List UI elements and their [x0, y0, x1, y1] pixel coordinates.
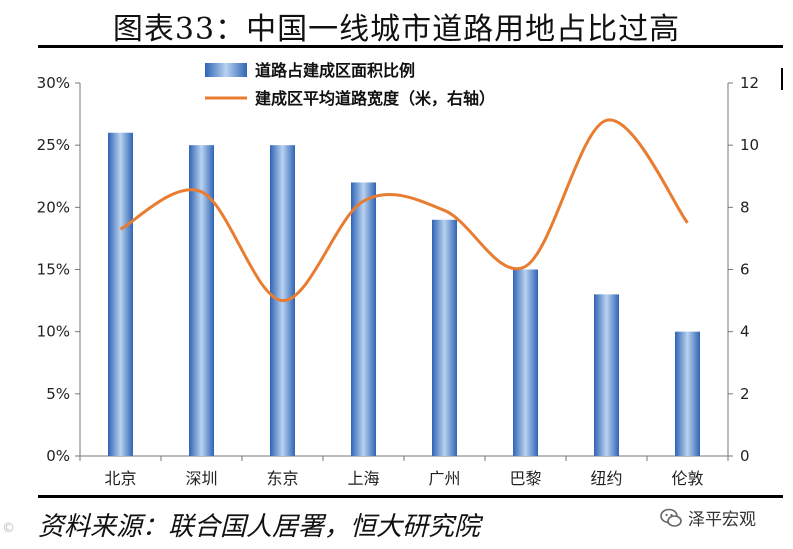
left-tick-label: 30% [37, 74, 70, 92]
source-note: 资料来源：联合国人居署，恒大研究院 [38, 512, 481, 542]
left-tick-label: 10% [37, 323, 70, 341]
right-tick-label: 12 [740, 74, 759, 92]
category-label: 纽约 [590, 469, 622, 488]
right-tick-label: 6 [740, 261, 750, 279]
watermark: 泽平宏观 [660, 505, 756, 530]
width-line [119, 118, 689, 303]
bar [432, 219, 457, 456]
right-tick-label: 4 [740, 323, 750, 341]
bar [594, 294, 619, 456]
right-tick-label: 2 [740, 385, 750, 403]
category-label: 深圳 [185, 469, 217, 488]
category-label: 巴黎 [509, 469, 541, 488]
bar [513, 269, 538, 456]
category-label: 上海 [347, 469, 379, 488]
watermark-text: 泽平宏观 [688, 510, 756, 530]
left-tick-label: 5% [46, 385, 70, 403]
left-tick-label: 25% [37, 136, 70, 154]
bar [351, 182, 376, 456]
right-tick-label: 8 [740, 198, 750, 216]
left-tick-label: 20% [37, 198, 70, 216]
title-rule [38, 45, 783, 48]
bar [108, 132, 133, 456]
watermark-left: © [2, 521, 15, 536]
right-tick-label: 0 [740, 447, 750, 465]
source-rule [38, 495, 783, 498]
left-tick-label: 15% [37, 261, 70, 279]
legend-line-label: 建成区平均道路宽度（米，右轴） [255, 89, 495, 108]
left-tick-label: 0% [46, 447, 70, 465]
category-label: 伦敦 [671, 469, 703, 488]
category-label: 广州 [428, 469, 460, 488]
legend-bar-label: 道路占建成区面积比例 [255, 61, 415, 80]
bar [675, 331, 700, 456]
legend-bar-swatch [205, 63, 247, 77]
category-label: 东京 [266, 469, 298, 488]
wechat-icon [660, 508, 682, 527]
right-tick-label: 10 [740, 136, 759, 154]
chart-title: 图表33：中国一线城市道路用地占比过高 [112, 12, 681, 47]
category-label: 北京 [104, 469, 136, 488]
chart: 0% 5% 10% 15% 20% 25% 30% 0 2 4 6 8 10 12 北京 深圳 东京 上海 广州 巴… [37, 61, 783, 488]
